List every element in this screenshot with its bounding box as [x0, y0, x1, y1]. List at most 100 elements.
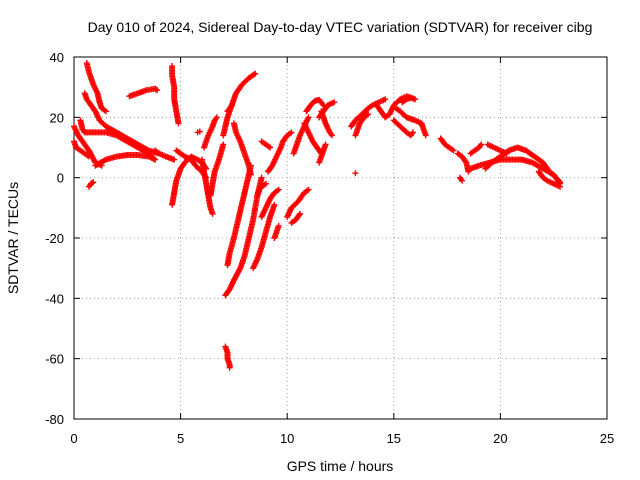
track-arc-51 [482, 144, 564, 186]
chart-title: Day 010 of 2024, Sidereal Day-to-day VTE… [88, 19, 593, 35]
data-point [152, 156, 159, 163]
data-point [250, 71, 257, 78]
data-point [557, 183, 564, 190]
track-arc-29 [284, 186, 312, 220]
x-tick-label: 15 [387, 431, 401, 446]
y-tick-label: -40 [45, 291, 64, 306]
data-point [154, 87, 161, 94]
data-point [209, 210, 216, 217]
track-arc-47 [456, 174, 466, 184]
track-arc-2 [71, 138, 92, 160]
data-point [478, 141, 485, 148]
data-point [102, 108, 109, 115]
data-point [271, 201, 278, 208]
track-arc-30 [288, 210, 303, 226]
data-point [85, 153, 92, 160]
y-tick-label: 40 [50, 50, 64, 65]
data-point [305, 186, 312, 193]
data-point [328, 132, 335, 139]
track-arc-9 [152, 147, 178, 163]
data-point [228, 102, 235, 109]
track-arc-28 [271, 222, 282, 241]
data-point [90, 179, 97, 186]
track-arc-38 [352, 111, 372, 139]
x-axis-label: GPS time / hours [287, 458, 394, 474]
data-point [296, 212, 303, 219]
track-arc-44 [418, 120, 429, 139]
data-point [213, 114, 220, 121]
x-tick-label: 0 [70, 431, 77, 446]
track-arc-17 [222, 343, 233, 371]
track-arc-40 [373, 93, 419, 121]
data-point [220, 141, 227, 148]
y-axis-label: SDTVAR / TECUs [5, 182, 21, 294]
data-point [153, 86, 160, 93]
data-point [331, 99, 338, 106]
track-arc-36 [316, 99, 338, 121]
data-point [267, 144, 274, 151]
y-tick-label: -20 [45, 231, 64, 246]
track-arc-13 [194, 128, 203, 136]
axis-ticks: 0 5 10 15 20 25 40 20 0 -20 -40 -60 -80 [45, 50, 614, 446]
track-arc-1 [71, 123, 105, 169]
y-tick-label: 0 [57, 171, 64, 186]
data-point [462, 158, 469, 165]
track-arc-31 [290, 114, 312, 157]
y-tick-label: -80 [45, 412, 64, 427]
data-point [409, 129, 416, 136]
track-arc-23 [250, 201, 278, 272]
data-point [296, 210, 303, 217]
track-arc-42 [390, 117, 416, 139]
data-point [262, 180, 269, 187]
data-point [175, 120, 182, 127]
data-point [305, 114, 312, 121]
track-arc-25 [254, 180, 269, 199]
data-point [407, 94, 414, 101]
data-point [275, 186, 282, 193]
track-arc-27 [258, 138, 274, 151]
data-point [226, 364, 233, 371]
data-point [258, 174, 265, 181]
track-arc-11 [169, 153, 210, 208]
track-arc-24 [258, 186, 282, 220]
data-point [252, 70, 259, 77]
track-arc-48 [467, 141, 485, 157]
grid [74, 57, 607, 419]
track-arc-8 [126, 85, 161, 100]
x-tick-label: 10 [280, 431, 294, 446]
track-arc-46 [454, 150, 472, 175]
data-point [171, 156, 178, 163]
track-arc-26 [265, 129, 295, 175]
track-arc-3 [77, 117, 159, 163]
data-point [450, 147, 457, 154]
track-arc-15 [201, 114, 220, 151]
track-arc-10 [169, 63, 182, 127]
data-point [196, 128, 203, 135]
track-arc-39 [352, 170, 359, 177]
y-tick-label: -60 [45, 352, 64, 367]
data-point [275, 222, 282, 229]
track-arc-20 [220, 70, 259, 139]
plot-frame [73, 56, 608, 420]
data-point [459, 177, 466, 184]
data-point [465, 168, 472, 175]
track-arc-5 [81, 90, 163, 157]
data-point [382, 96, 389, 103]
track-arc-4 [83, 60, 109, 115]
track-arc-21 [224, 102, 235, 115]
data-point [412, 96, 419, 103]
track-arc-32 [303, 96, 327, 115]
data-point [365, 111, 372, 118]
track-arc-22 [230, 120, 254, 178]
track-arc-43 [399, 94, 414, 106]
x-tick-label: 25 [600, 431, 614, 446]
x-tick-label: 5 [177, 431, 184, 446]
data-point [288, 129, 295, 136]
y-tick-label: 20 [50, 110, 64, 125]
data-point [422, 132, 429, 139]
track-arc-6 [85, 179, 97, 190]
x-tick-label: 20 [493, 431, 507, 446]
data-point [352, 170, 359, 177]
data-points [71, 60, 564, 371]
